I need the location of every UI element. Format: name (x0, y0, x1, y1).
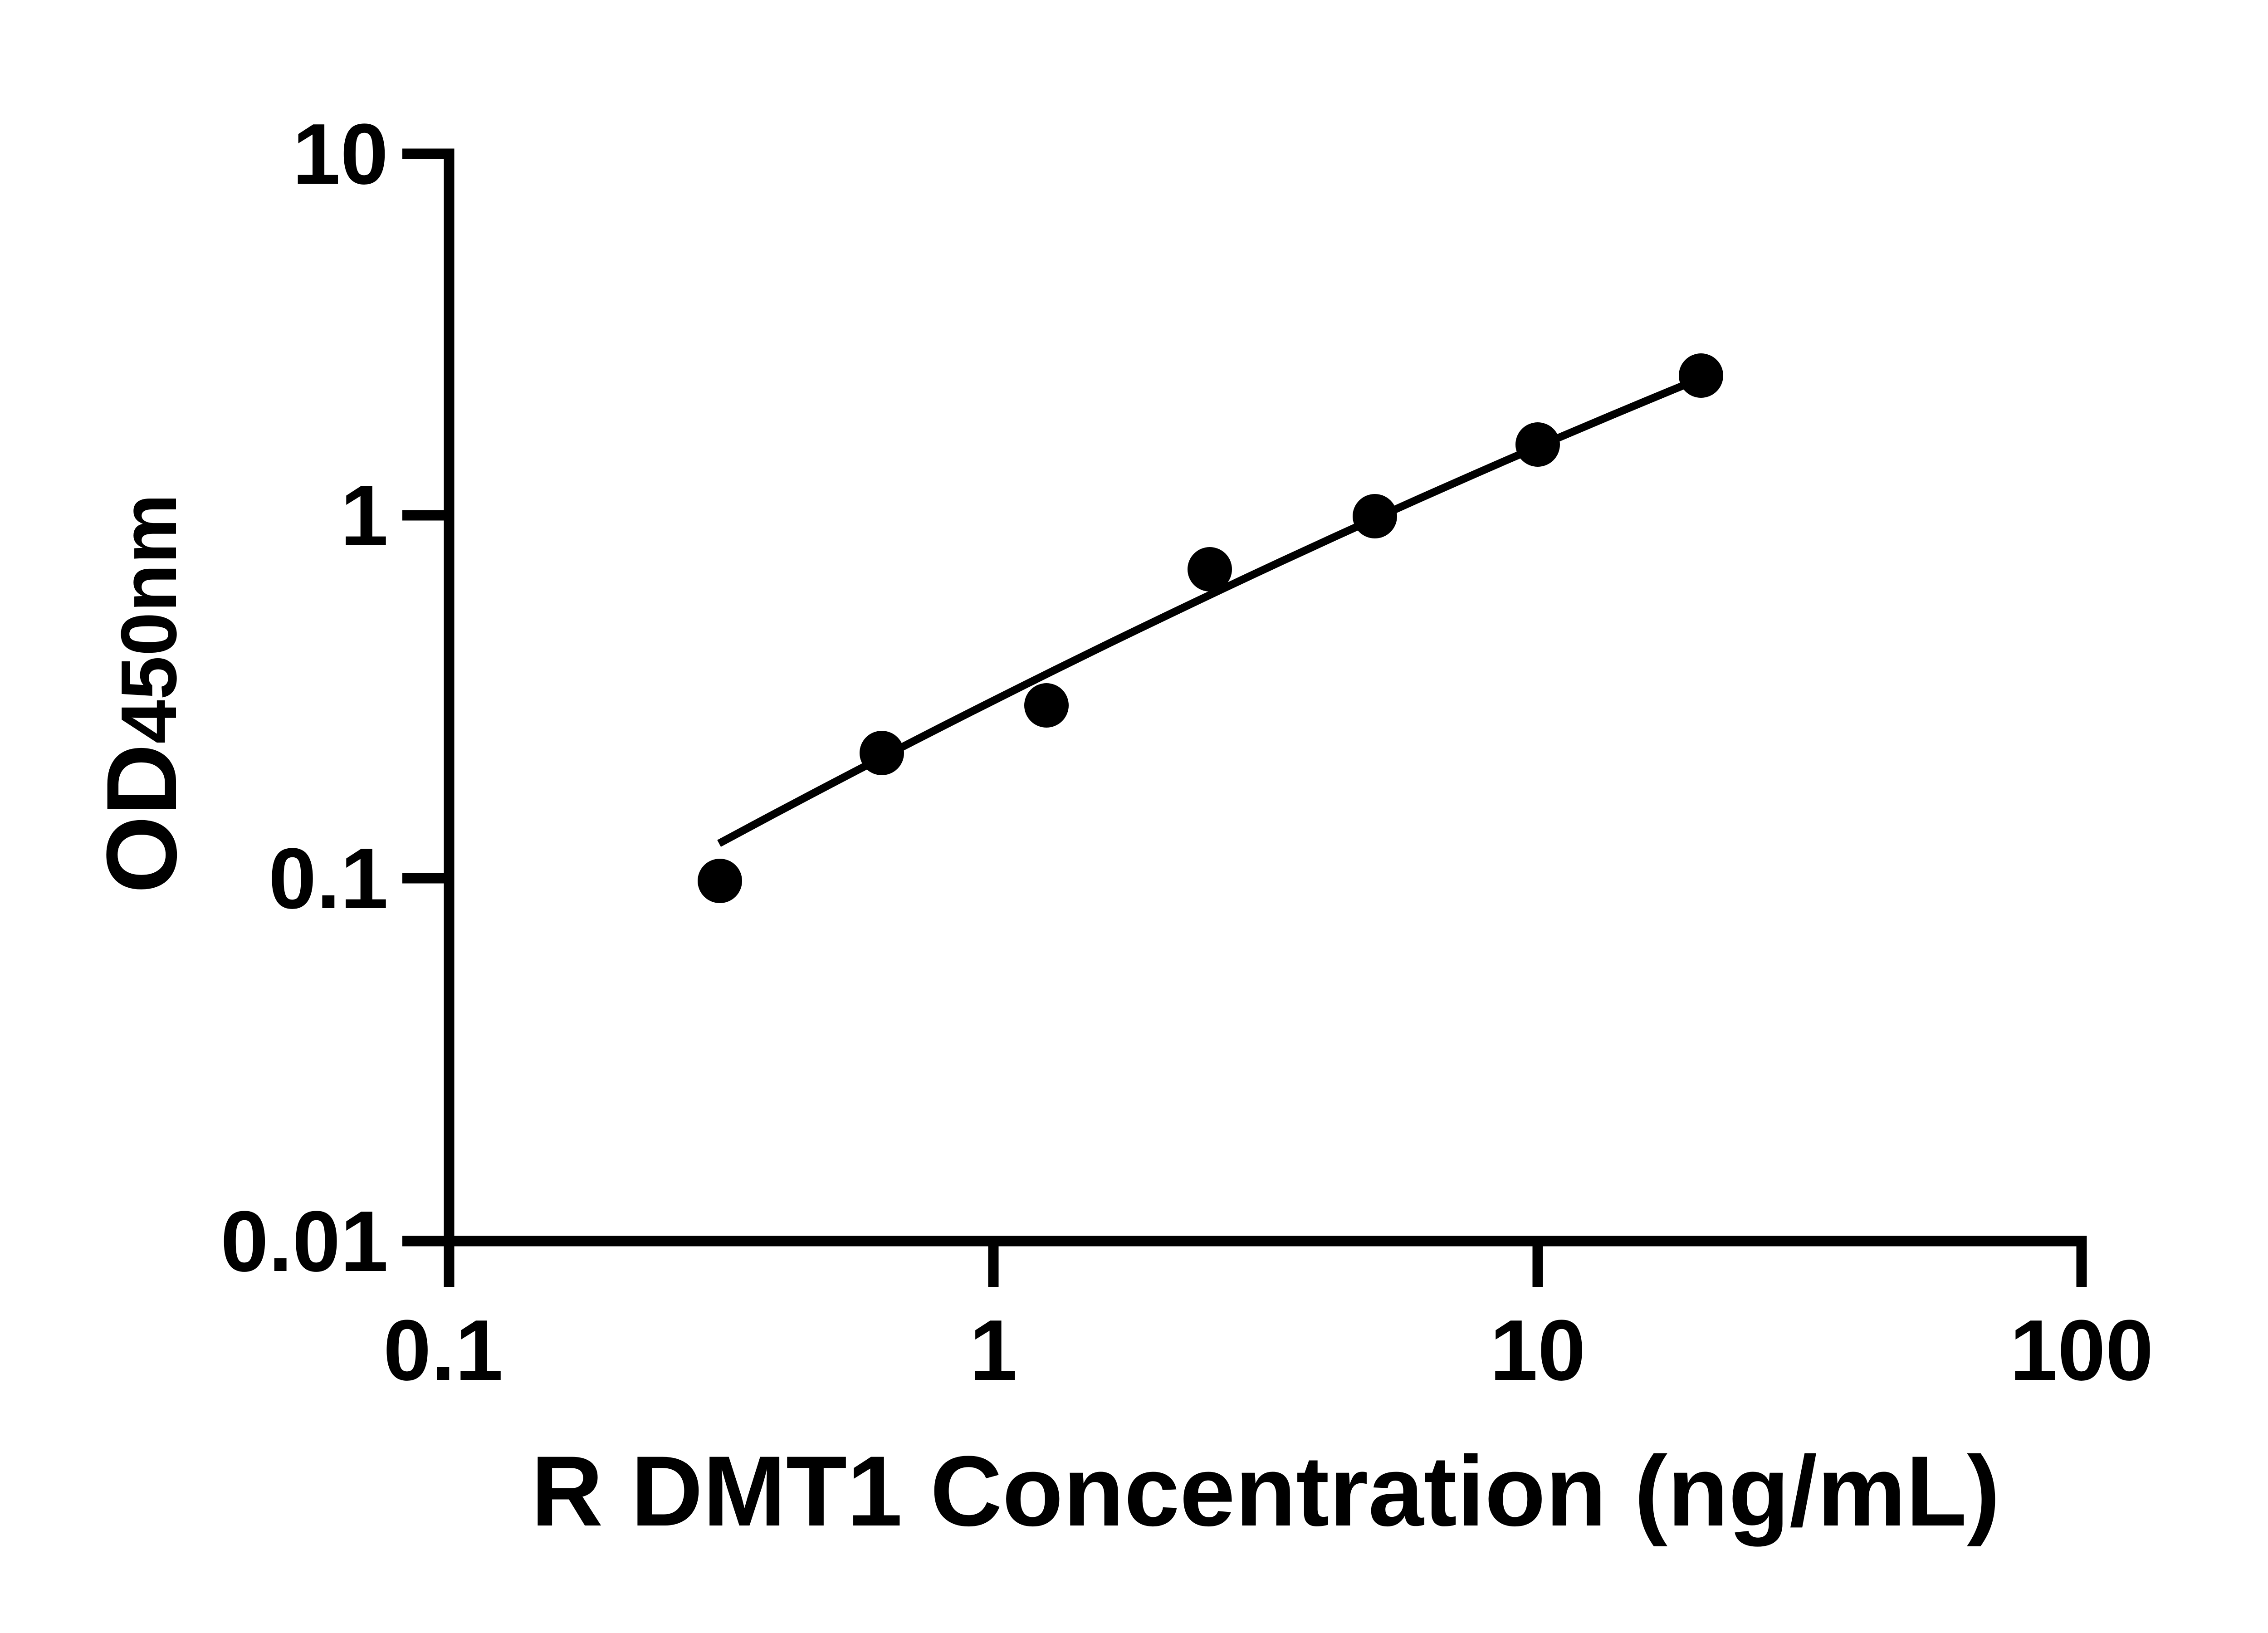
svg-text:0.01: 0.01 (220, 1193, 388, 1290)
svg-text:R DMT1 Concentration (ng/mL): R DMT1 Concentration (ng/mL) (531, 1435, 2000, 1547)
svg-text:OD450nm: OD450nm (86, 494, 197, 893)
svg-text:1: 1 (969, 1302, 1017, 1398)
svg-text:10: 10 (1490, 1302, 1585, 1398)
svg-text:10: 10 (293, 106, 388, 202)
svg-text:1: 1 (340, 468, 388, 564)
svg-text:0.1: 0.1 (269, 831, 388, 927)
svg-text:100: 100 (2009, 1302, 2153, 1398)
svg-text:0.1: 0.1 (383, 1302, 503, 1398)
